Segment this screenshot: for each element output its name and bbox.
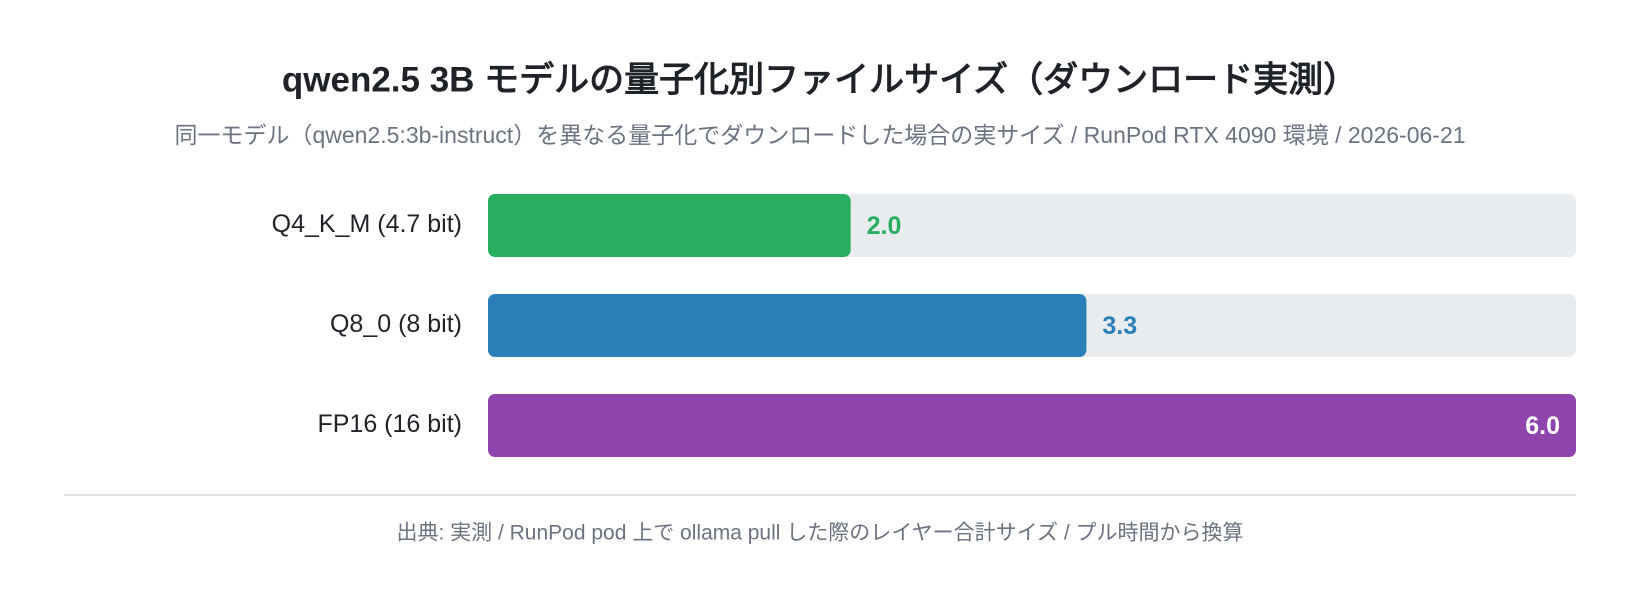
- value-label: 6.0: [1525, 412, 1560, 440]
- bar: [488, 394, 1576, 457]
- value-label: 3.3: [1102, 312, 1137, 340]
- category-label: FP16 (16 bit): [317, 410, 462, 438]
- category-label: Q4_K_M (4.7 bit): [272, 210, 462, 238]
- value-label: 2.0: [867, 212, 902, 240]
- chart-title: qwen2.5 3B モデルの量子化別ファイルサイズ（ダウンロード実測）: [282, 59, 1358, 99]
- chart-subtitle: 同一モデル（qwen2.5:3b-instruct）を異なる量子化でダウンロード…: [174, 122, 1465, 148]
- category-label: Q8_0 (8 bit): [330, 310, 462, 338]
- source-note: 出典: 実測 / RunPod pod 上で ollama pull した際のレ…: [396, 522, 1243, 545]
- bar: [488, 194, 851, 257]
- bar: [488, 294, 1087, 357]
